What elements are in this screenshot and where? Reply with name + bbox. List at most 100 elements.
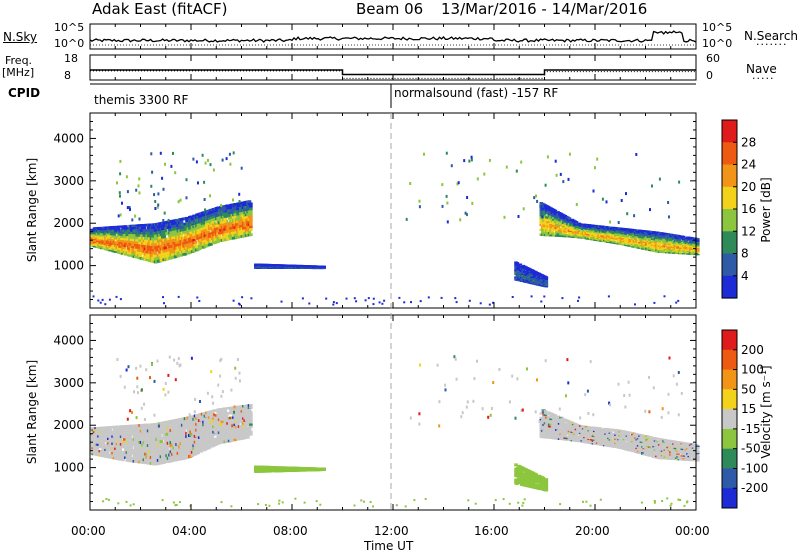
data-cell [677, 239, 682, 241]
data-point [138, 191, 141, 195]
data-cell [92, 244, 97, 246]
data-cell [153, 251, 158, 255]
data-cell [183, 239, 188, 242]
data-point [232, 299, 235, 302]
data-cell [151, 459, 155, 463]
data-cell [236, 205, 240, 208]
data-cell [91, 242, 95, 245]
data-cell [626, 237, 631, 239]
data-point [446, 201, 449, 205]
data-cell [517, 271, 521, 274]
data-point [221, 158, 224, 162]
data-cell [131, 457, 135, 460]
data-cell [553, 217, 558, 220]
data-cell [108, 437, 113, 440]
data-cell [229, 221, 233, 225]
data-cell [626, 243, 631, 246]
data-cell [169, 422, 174, 426]
data-point [159, 151, 162, 155]
data-cell [179, 234, 184, 238]
data-point [675, 301, 678, 304]
data-point [228, 152, 231, 156]
data-point [119, 172, 122, 176]
data-cell [567, 217, 572, 219]
data-point [332, 303, 335, 306]
data-cell [210, 415, 215, 418]
data-cell [641, 235, 645, 237]
data-cell [219, 231, 223, 235]
data-cell [138, 254, 142, 257]
data-point [332, 301, 335, 304]
data-cell [199, 418, 203, 422]
data-point [137, 184, 140, 188]
data-cell [193, 243, 198, 247]
data-cell [555, 223, 559, 226]
data-cell [175, 458, 179, 462]
data-cell [178, 427, 182, 431]
data-cell [94, 437, 98, 440]
data-cell [636, 240, 641, 242]
data-cell [107, 440, 111, 443]
data-cell [121, 443, 125, 446]
data-cell [594, 224, 599, 227]
data-cell [195, 440, 199, 444]
data-cell [663, 241, 668, 244]
data-cell [611, 232, 615, 235]
data-point [456, 182, 459, 186]
data-cell [564, 226, 569, 228]
data-cell [608, 238, 613, 240]
data-cell [92, 238, 97, 241]
data-cell [577, 236, 582, 239]
data-cell [666, 250, 670, 252]
data-cell [677, 250, 682, 252]
data-cell [111, 229, 115, 232]
data-point [197, 181, 199, 185]
data-cell [126, 229, 131, 232]
data-cell [196, 237, 201, 240]
data-cell [138, 241, 142, 245]
data-point [617, 221, 620, 224]
data-point [503, 215, 506, 219]
data-cell [560, 227, 565, 229]
power-panel [90, 151, 700, 306]
data-cell [696, 238, 700, 240]
data-cell [207, 217, 212, 220]
data-cell [132, 224, 137, 227]
data-point [229, 162, 232, 166]
data-cell [186, 232, 191, 236]
data-point [470, 158, 473, 162]
data-cell [578, 223, 583, 225]
data-cell [216, 413, 220, 417]
data-cell [611, 239, 615, 242]
data-point [459, 218, 462, 222]
data-cell [172, 241, 176, 245]
data-cell [677, 235, 682, 237]
data-cell [696, 246, 700, 248]
data-cell [210, 229, 215, 232]
data-point [678, 180, 681, 184]
data-point [163, 211, 166, 215]
data-cell [601, 240, 606, 243]
data-cell [696, 249, 700, 251]
data-cell [188, 229, 192, 233]
data-cell [91, 239, 95, 242]
data-cell [108, 249, 113, 252]
data-point [479, 302, 482, 305]
data-cell [161, 230, 165, 234]
data-point [195, 160, 198, 164]
data-cell [197, 424, 202, 428]
data-cell [186, 425, 191, 429]
data-cell [145, 438, 149, 442]
data-cell [653, 232, 658, 235]
data-cell [662, 250, 666, 252]
data-cell [545, 218, 549, 221]
data-point [225, 157, 228, 161]
data-cell [240, 201, 245, 205]
data-cell [216, 224, 220, 228]
data-point [594, 166, 596, 170]
data-point [364, 299, 367, 302]
data-cell [222, 236, 226, 239]
data-cell [525, 280, 530, 283]
data-cell [142, 435, 147, 439]
data-cell [662, 251, 666, 254]
